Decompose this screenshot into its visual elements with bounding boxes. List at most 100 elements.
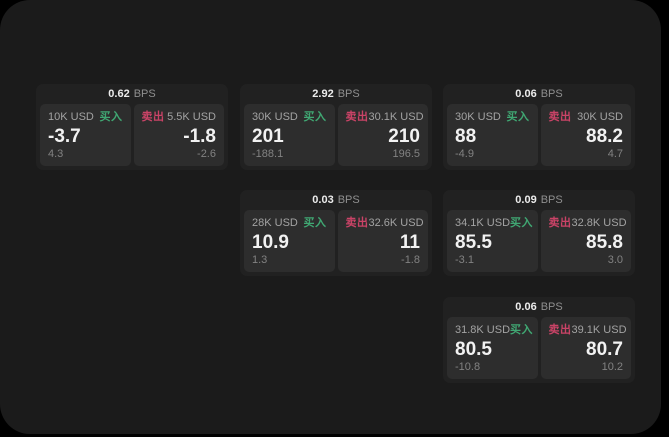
sell-panel[interactable]: 卖出 30.1K USD 210 196.5 [337,104,428,166]
bps-unit-label: BPS [337,88,360,100]
sell-label: 卖出 [141,111,165,123]
buy-panel-top: 10K USD 买入 [48,111,123,124]
buy-label: 买入 [510,324,534,336]
bps-value: 2.92 [312,88,334,100]
buy-label: 买入 [99,111,123,123]
buy-change: -4.9 [455,148,474,160]
sell-size: 39.1K USD [571,324,627,336]
buy-price: 10.9 [252,231,289,253]
buy-panel-top: 34.1K USD 买入 [455,217,534,230]
quote-card: 0.09 BPS 34.1K USD 买入 85.5 -3.1 卖出 32.8K… [443,190,635,276]
card-body: 30K USD 买入 88 -4.9 卖出 30K USD 88.2 4.7 [443,104,635,170]
sell-panel[interactable]: 卖出 30K USD 88.2 4.7 [540,104,631,166]
card-body: 10K USD 买入 -3.7 4.3 卖出 5.5K USD -1.8 -2.… [36,104,228,170]
sell-size: 30.1K USD [368,111,424,123]
quote-card: 0.62 BPS 10K USD 买入 -3.7 4.3 卖出 5.5K USD… [36,84,228,170]
buy-price: 85.5 [455,231,492,253]
sell-label: 卖出 [548,111,572,123]
buy-change: -10.8 [455,361,481,373]
buy-change: -188.1 [252,148,284,160]
sell-panel-top: 卖出 32.8K USD [548,217,627,230]
sell-panel-top: 卖出 39.1K USD [548,324,627,337]
bps-unit-label: BPS [540,88,563,100]
sell-price: 85.8 [586,231,623,253]
buy-price: -3.7 [48,125,81,147]
bps-unit-label: BPS [133,88,156,100]
buy-size: 30K USD [252,111,298,123]
buy-label: 买入 [506,111,530,123]
bps-unit-label: BPS [540,194,563,206]
sell-change: -2.6 [197,148,216,160]
quote-card: 0.06 BPS 30K USD 买入 88 -4.9 卖出 30K USD 8… [443,84,635,170]
card-body: 30K USD 买入 201 -188.1 卖出 30.1K USD 210 1… [240,104,432,170]
quote-card: 0.03 BPS 28K USD 买入 10.9 1.3 卖出 32.6K US… [240,190,432,276]
card-header: 0.62 BPS [36,84,228,104]
sell-price: -1.8 [183,125,216,147]
buy-size: 10K USD [48,111,94,123]
sell-panel-top: 卖出 5.5K USD [142,111,217,124]
card-header: 2.92 BPS [240,84,432,104]
buy-change: 4.3 [48,148,64,160]
sell-panel-top: 卖出 30K USD [549,111,624,124]
card-header: 0.03 BPS [240,190,432,210]
buy-panel[interactable]: 30K USD 买入 201 -188.1 [244,104,335,166]
sell-change: -1.8 [401,254,420,266]
buy-size: 30K USD [455,111,501,123]
sell-panel[interactable]: 卖出 39.1K USD 80.7 10.2 [540,317,631,379]
buy-panel[interactable]: 34.1K USD 买入 85.5 -3.1 [447,210,538,272]
buy-change: -3.1 [455,254,474,266]
buy-change: 1.3 [252,254,268,266]
bps-value: 0.09 [515,194,537,206]
bps-unit-label: BPS [337,194,360,206]
sell-price: 80.7 [586,338,623,360]
buy-panel[interactable]: 31.8K USD 买入 80.5 -10.8 [447,317,538,379]
sell-size: 32.8K USD [571,217,627,229]
buy-panel-top: 31.8K USD 买入 [455,324,534,337]
sell-label: 卖出 [548,217,572,229]
sell-price: 88.2 [586,125,623,147]
sell-price: 11 [399,231,420,253]
card-body: 31.8K USD 买入 80.5 -10.8 卖出 39.1K USD 80.… [443,317,635,383]
buy-panel[interactable]: 30K USD 买入 88 -4.9 [447,104,538,166]
sell-size: 5.5K USD [167,111,216,123]
buy-label: 买入 [303,111,327,123]
buy-label: 买入 [510,217,534,229]
bps-value: 0.03 [312,194,334,206]
sell-panel-top: 卖出 32.6K USD [345,217,424,230]
bps-value: 0.62 [108,88,130,100]
sell-label: 卖出 [345,111,369,123]
card-header: 0.06 BPS [443,297,635,317]
buy-label: 买入 [303,217,327,229]
buy-price: 201 [252,125,284,147]
sell-label: 卖出 [548,324,572,336]
buy-size: 31.8K USD [455,324,511,336]
sell-panel[interactable]: 卖出 5.5K USD -1.8 -2.6 [133,104,224,166]
sell-label: 卖出 [345,217,369,229]
buy-size: 34.1K USD [455,217,511,229]
sell-panel[interactable]: 卖出 32.6K USD 11 -1.8 [337,210,428,272]
quote-card: 0.06 BPS 31.8K USD 买入 80.5 -10.8 卖出 39.1… [443,297,635,383]
sell-price: 210 [388,125,420,147]
sell-change: 3.0 [607,254,623,266]
buy-panel[interactable]: 10K USD 买入 -3.7 4.3 [40,104,131,166]
bps-value: 0.06 [515,301,537,313]
card-header: 0.06 BPS [443,84,635,104]
card-body: 34.1K USD 买入 85.5 -3.1 卖出 32.8K USD 85.8… [443,210,635,276]
buy-panel-top: 30K USD 买入 [252,111,327,124]
sell-panel[interactable]: 卖出 32.8K USD 85.8 3.0 [540,210,631,272]
buy-panel[interactable]: 28K USD 买入 10.9 1.3 [244,210,335,272]
sell-size: 32.6K USD [368,217,424,229]
buy-panel-top: 30K USD 买入 [455,111,530,124]
sell-change: 196.5 [392,148,420,160]
card-header: 0.09 BPS [443,190,635,210]
sell-change: 4.7 [607,148,623,160]
buy-price: 88 [455,125,477,147]
sell-panel-top: 卖出 30.1K USD [345,111,424,124]
sell-size: 30K USD [577,111,623,123]
bps-value: 0.06 [515,88,537,100]
buy-size: 28K USD [252,217,298,229]
card-body: 28K USD 买入 10.9 1.3 卖出 32.6K USD 11 -1.8 [240,210,432,276]
sell-change: 10.2 [601,361,623,373]
